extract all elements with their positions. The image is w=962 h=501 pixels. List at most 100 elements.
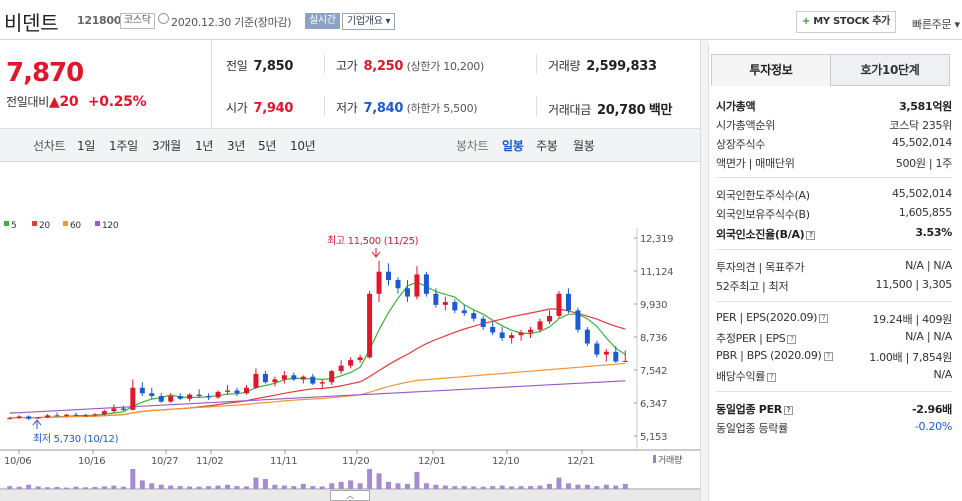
tab-3year[interactable]: 3년 xyxy=(227,139,246,153)
candle-body xyxy=(262,373,268,383)
help-icon[interactable]: ? xyxy=(819,313,829,323)
candle-body xyxy=(35,417,41,419)
volume-bar xyxy=(565,483,571,489)
volume: 거래량 2,599,833 xyxy=(548,57,657,74)
candle-body xyxy=(442,302,448,305)
candle-body xyxy=(357,357,363,361)
tab-daily[interactable]: 일봉 xyxy=(502,139,524,153)
realtime-button[interactable]: 실시간 xyxy=(305,13,340,29)
chart-period-tabs: 선차트 1일 1주일 3개월 1년 3년 5년 10년 봉차트 일봉 주봉 월봉 xyxy=(0,128,700,162)
invest-row: 상장주식수 45,502,014 xyxy=(716,136,952,153)
volume-bar xyxy=(584,484,590,489)
volume-bar xyxy=(262,479,268,489)
candle-body xyxy=(206,396,212,398)
help-icon[interactable]: ? xyxy=(787,334,797,344)
volume-bar xyxy=(395,483,401,489)
y-tick-label: 5,153 xyxy=(640,432,667,443)
volume-bar xyxy=(215,485,221,489)
volume-bar xyxy=(82,487,88,489)
stock-header: 비덴트 121800 코스닥 2020.12.30 기준(장마감) 실시간 기업… xyxy=(0,0,962,40)
candle-body xyxy=(509,335,515,338)
scroll-up-icon[interactable]: ︿ xyxy=(330,490,370,501)
tab-3month[interactable]: 3개월 xyxy=(152,139,181,153)
volume-bar xyxy=(120,486,126,489)
candle-body xyxy=(73,414,79,416)
invest-row-value: 3.53% xyxy=(915,226,952,239)
invest-row-label: PER | EPS(2020.09)? xyxy=(716,311,829,324)
candle-body xyxy=(234,390,240,394)
invest-row: 동일업종 등락률 -0.20% xyxy=(716,420,952,437)
volume-bar xyxy=(64,487,70,489)
company-info-dropdown[interactable]: 기업개요 ▾ xyxy=(342,13,396,30)
plus-icon: + xyxy=(801,16,811,27)
volume-bar xyxy=(187,486,193,489)
tab-line-chart[interactable]: 선차트 xyxy=(33,139,66,153)
volume-bar xyxy=(35,486,41,489)
volume-bar xyxy=(319,486,325,489)
divider xyxy=(324,54,325,74)
volume-bar xyxy=(423,483,429,489)
tab-monthly[interactable]: 월봉 xyxy=(573,139,595,153)
stock-code: 121800 xyxy=(77,14,122,27)
tab-hoga[interactable]: 호가10단계 xyxy=(830,54,950,86)
low-label: 저가 xyxy=(336,101,358,115)
volume-bar xyxy=(556,477,562,489)
volume-bar xyxy=(499,485,505,489)
tab-10year[interactable]: 10년 xyxy=(290,139,316,153)
invest-row-value: 코스닥 235위 xyxy=(889,119,952,132)
help-icon[interactable]: ? xyxy=(806,230,816,240)
invest-row-label: 외국인한도주식수(A) xyxy=(716,189,810,202)
invest-row: 외국인보유주식수(B) 1,605,855 xyxy=(716,206,952,223)
x-tick-label: 10/16 xyxy=(78,456,105,467)
tab-1week[interactable]: 1주일 xyxy=(109,139,138,153)
invest-row-label: 액면가 | 매매단위 xyxy=(716,157,795,170)
volume-bar xyxy=(92,487,98,489)
y-tick-label: 8,736 xyxy=(640,333,667,344)
low-price: 저가 7,840 (하한가 5,500) xyxy=(336,99,478,116)
candle-body xyxy=(130,387,136,410)
price-change: 전일대비▲20 +0.25% xyxy=(6,93,147,110)
candle-body xyxy=(310,376,316,384)
invest-row-label: 상장주식수 xyxy=(716,138,766,151)
candle-body xyxy=(367,293,373,358)
tab-5year[interactable]: 5년 xyxy=(258,139,277,153)
legend-swatch xyxy=(4,221,9,226)
invest-row-label: 시가총액 xyxy=(716,100,756,113)
candle-body xyxy=(64,414,70,416)
volume-bar xyxy=(537,485,543,489)
volume-bar xyxy=(547,483,553,489)
invest-row-label: 시가총액순위 xyxy=(716,119,775,132)
volume-bar xyxy=(338,481,344,489)
volume-bar xyxy=(300,483,306,489)
x-tick-label: 10/27 xyxy=(151,456,178,467)
candle-body xyxy=(253,373,259,388)
tab-invest-info[interactable]: 투자정보 xyxy=(711,54,831,86)
invest-row-label: 배당수익률? xyxy=(716,368,777,384)
right-tabs: 투자정보 호가10단계 xyxy=(711,54,951,86)
candle-body xyxy=(54,415,60,417)
invest-row-value: 19.24배 | 409원 xyxy=(872,313,952,326)
help-icon[interactable]: ? xyxy=(823,351,833,361)
change-amount: 20 xyxy=(59,94,79,110)
volume-bar xyxy=(45,487,51,489)
help-icon[interactable]: ? xyxy=(767,372,777,382)
tab-1year[interactable]: 1년 xyxy=(195,139,214,153)
volume-bar xyxy=(7,486,13,489)
tab-candle-chart[interactable]: 봉차트 xyxy=(456,139,489,153)
x-tick-label: 10/06 xyxy=(4,456,31,467)
help-icon[interactable]: ? xyxy=(783,405,793,415)
candle-body xyxy=(547,315,553,322)
tab-1day[interactable]: 1일 xyxy=(77,139,96,153)
main-panel: 7,870 전일대비▲20 +0.25% 전일 7,850 고가 8,250 (상한… xyxy=(0,40,700,490)
invest-row: PER | EPS(2020.09)? 19.24배 | 409원 xyxy=(716,311,952,328)
candle-body xyxy=(101,411,107,415)
volume-bar xyxy=(206,486,212,489)
invest-row-value: -2.96배 xyxy=(911,403,952,416)
volume-bar xyxy=(603,484,609,489)
candle-body xyxy=(139,387,145,394)
stock-name: 비덴트 xyxy=(4,11,59,35)
row-divider xyxy=(716,177,952,178)
tab-weekly[interactable]: 주봉 xyxy=(536,139,558,153)
add-mystock-button[interactable]: + MY STOCK 추가 xyxy=(796,11,896,33)
quick-order-button[interactable]: 빠른주문 ▾ xyxy=(912,18,960,31)
